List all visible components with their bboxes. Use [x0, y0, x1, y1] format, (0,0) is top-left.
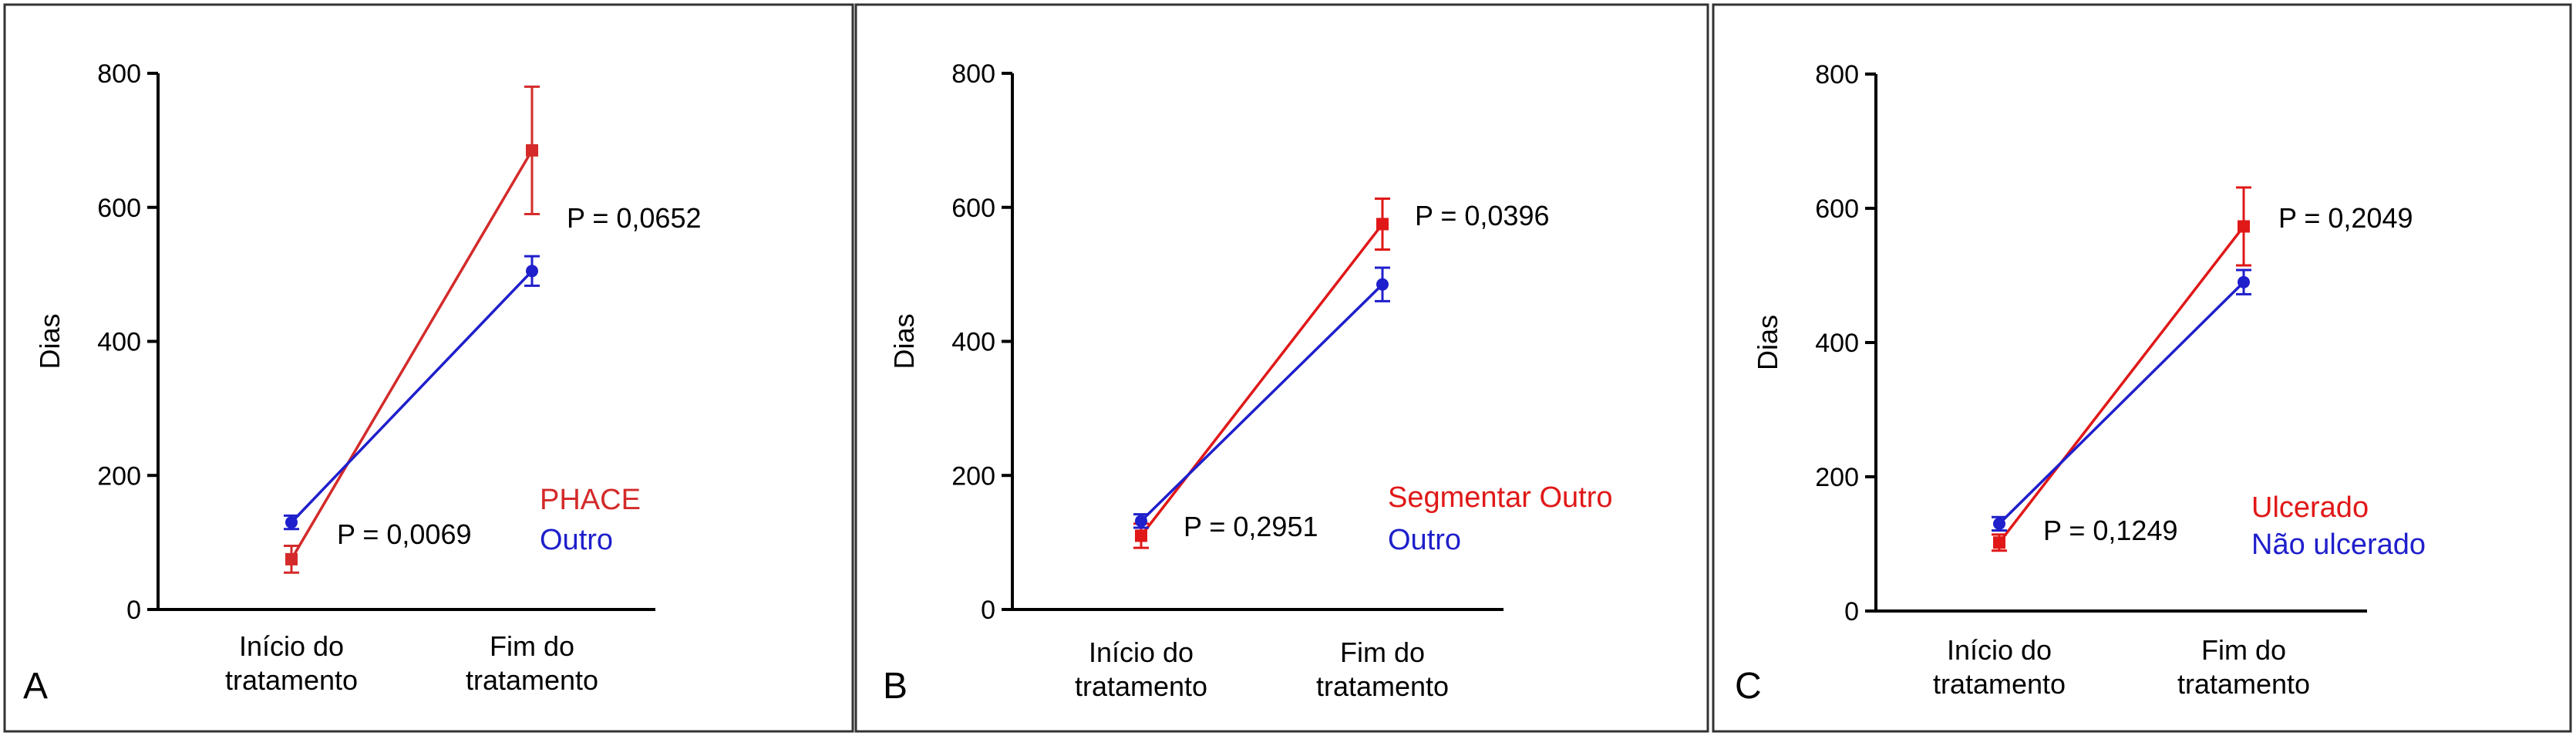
y-tick-label: 400 [1815, 329, 1859, 358]
data-point-circle [1993, 517, 2005, 530]
data-point-square [1135, 529, 1147, 542]
data-point-circle [285, 516, 298, 529]
series-line-1 [1998, 281, 2245, 525]
x-tick-label: Fim do tratamento [1316, 636, 1449, 702]
panel-frame [1712, 3, 2572, 733]
series-line-0 [290, 150, 534, 560]
data-point-circle [526, 265, 538, 278]
legend-entry: Outro [1388, 524, 1461, 556]
panel-frame [3, 3, 854, 733]
panel-letter: A [23, 666, 48, 707]
panel-letter: B [883, 666, 907, 707]
panel-frame [854, 3, 1709, 733]
legend-entry: Ulcerado [2251, 491, 2369, 524]
y-tick-label: 0 [1844, 597, 1859, 626]
x-tick-label: Fim do tratamento [2177, 634, 2310, 700]
p-value-annotation: P = 0,2951 [1184, 511, 1318, 542]
data-point-square [526, 143, 538, 157]
series-line-1 [290, 270, 534, 524]
y-tick-label: 200 [1815, 463, 1859, 492]
data-point-square [1376, 218, 1389, 231]
data-point-square [2238, 220, 2250, 233]
legend-entry: Segmentar Outro [1388, 481, 1612, 514]
p-value-annotation: P = 0,2049 [2278, 202, 2413, 234]
p-value-annotation: P = 0,0652 [567, 202, 702, 234]
legend-entry: Outro [540, 524, 613, 556]
y-tick-label: 600 [1815, 194, 1859, 224]
x-tick-label: Início do tratamento [1933, 634, 2066, 700]
y-tick-label: 800 [97, 59, 141, 89]
y-axis-title: Dias [34, 313, 66, 369]
y-tick-label: 400 [951, 328, 995, 357]
data-point-circle [2238, 275, 2250, 289]
data-point-circle [1135, 515, 1147, 528]
x-tick-label: Início do tratamento [225, 630, 358, 696]
panel-letter: C [1735, 666, 1762, 707]
series-line-0 [1140, 223, 1384, 537]
y-tick-label: 800 [951, 59, 995, 89]
data-point-square [1993, 536, 2005, 549]
y-tick-label: 600 [951, 194, 995, 223]
p-value-annotation: P = 0,0396 [1415, 200, 1550, 231]
y-tick-label: 400 [97, 328, 141, 357]
series-line-1 [1140, 283, 1384, 522]
y-tick-label: 200 [97, 461, 141, 491]
data-point-square [285, 552, 298, 566]
y-axis-title: Dias [1752, 315, 1783, 370]
data-point-circle [1376, 278, 1389, 291]
y-tick-label: 600 [97, 194, 141, 223]
legend-entry: PHACE [540, 484, 641, 516]
y-tick-label: 0 [981, 596, 995, 625]
chart-panel-a: 0 200 400 600 800 Dias Início do tratamento Fim … [3, 3, 854, 733]
x-tick-label: Fim do tratamento [466, 630, 598, 696]
y-tick-label: 800 [1815, 60, 1859, 89]
series-line-0 [1998, 225, 2245, 544]
y-axis-title: Dias [888, 313, 920, 369]
x-tick-label: Início do tratamento [1075, 636, 1207, 702]
chart-panel-b: 0 200 400 600 800 Dias Início do tratamento Fim … [854, 3, 1709, 733]
chart-panel-c: 0 200 400 600 800 Dias Início do tratamento Fim … [1712, 3, 2572, 733]
y-tick-label: 0 [126, 596, 141, 625]
y-tick-label: 200 [951, 461, 995, 491]
p-value-annotation: P = 0,1249 [2043, 515, 2178, 546]
legend-entry: Não ulcerado [2251, 528, 2426, 561]
p-value-annotation: P = 0,0069 [337, 518, 472, 550]
